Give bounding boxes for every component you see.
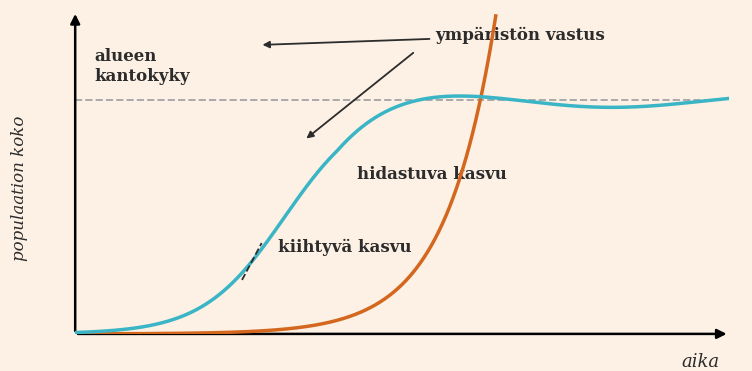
Text: aika: aika <box>681 353 720 371</box>
Text: ympäristön vastus: ympäristön vastus <box>265 27 605 47</box>
Text: populaation koko: populaation koko <box>11 116 28 261</box>
Text: hidastuva kasvu: hidastuva kasvu <box>356 165 506 183</box>
Text: kiihtyvä kasvu: kiihtyvä kasvu <box>278 239 411 256</box>
Text: alueen
kantokyky: alueen kantokyky <box>95 48 190 85</box>
